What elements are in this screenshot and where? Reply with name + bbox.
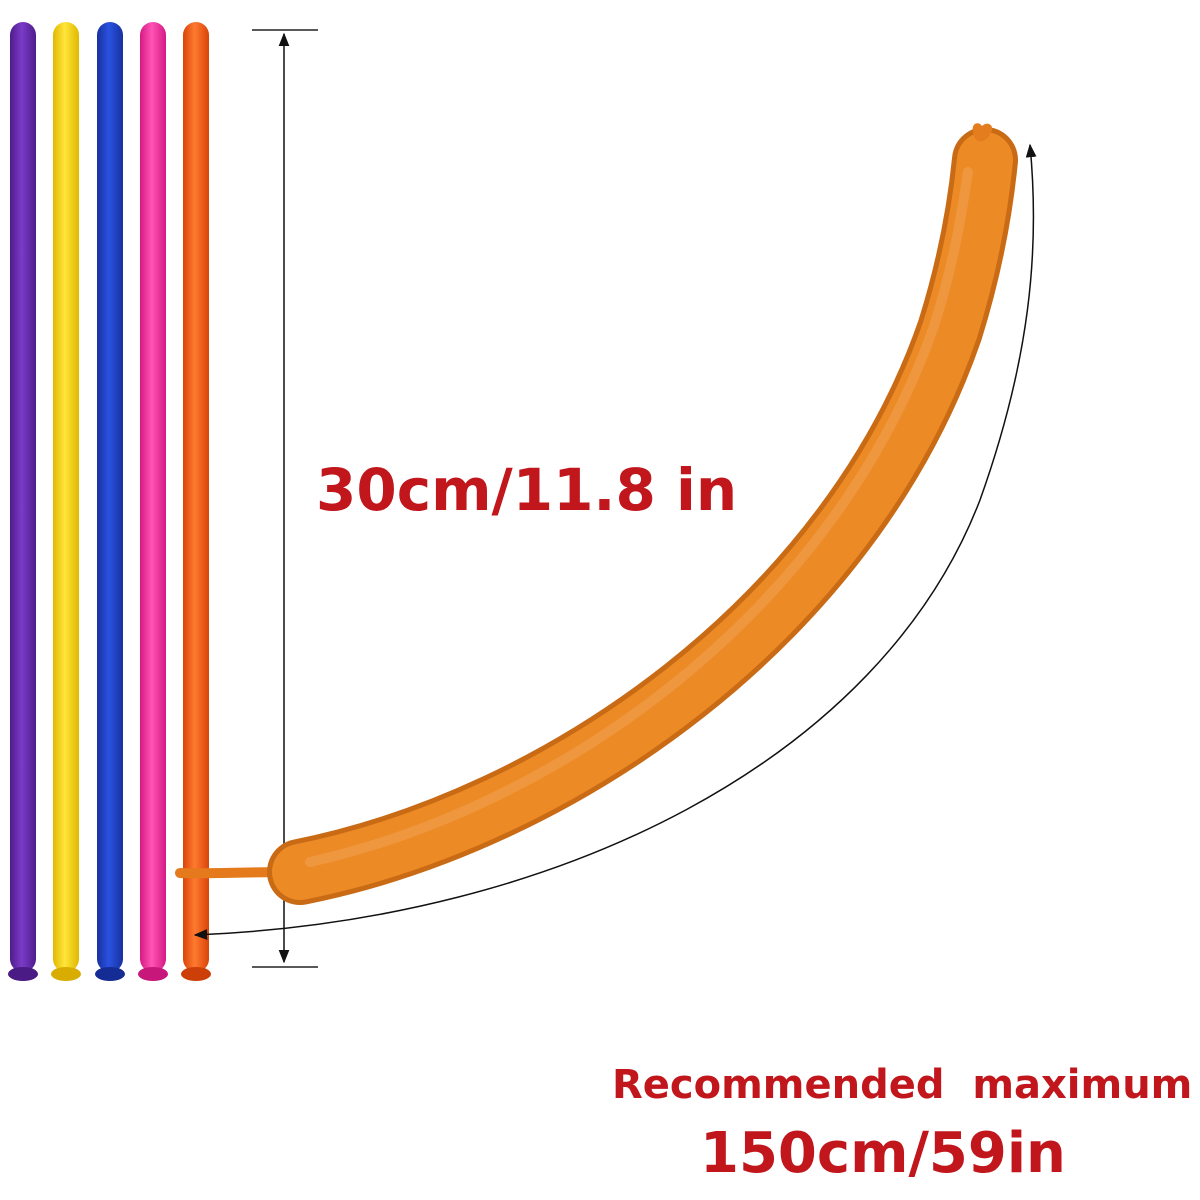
length-dimension-line [252,29,318,968]
max-length-label: 150cm/59in [700,1121,1066,1186]
uninflated-length-label: 30cm/11.8 in [316,456,737,524]
uninflated-balloons [8,22,211,981]
max-length-arrow [193,143,1037,940]
balloon-purple [8,22,38,981]
balloon-yellow [51,22,81,981]
recommended-maximum-label: Recommended maximum [612,1062,1192,1108]
balloon-blue [95,22,125,981]
balloon-orange [181,22,211,981]
balloon-pink [138,22,168,981]
